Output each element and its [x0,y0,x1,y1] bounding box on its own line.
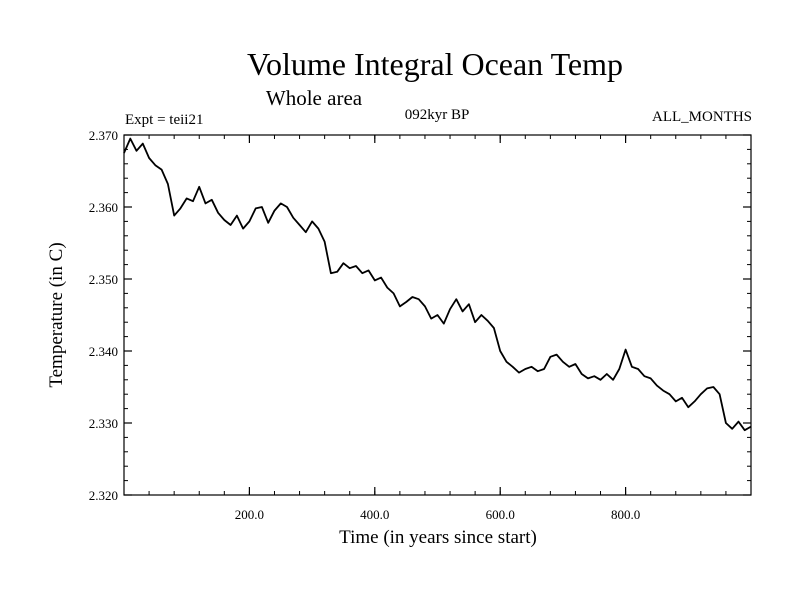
x-axis: 200.0 400.0 600.0 800.0 [235,135,640,522]
chart-subtitle: Whole area [266,86,363,110]
y-tick-label: 2.320 [89,488,118,503]
x-tick-label: 800.0 [611,507,640,522]
chart-title: Volume Integral Ocean Temp [247,46,623,82]
y-tick-label: 2.330 [89,416,118,431]
x-axis-label: Time (in years since start) [339,527,537,548]
plot-frame [123,134,752,496]
y-tick-label: 2.360 [89,200,118,215]
x-tick-label: 400.0 [360,507,389,522]
x-tick-label: 200.0 [235,507,264,522]
months-label: ALL_MONTHS [652,109,752,125]
y-tick-label: 2.350 [89,272,118,287]
period-label: 092kyr BP [405,107,470,123]
y-tick-label: 2.370 [89,128,118,143]
y-axis: 2.320 2.330 2.340 2.350 2.360 2.370 [89,128,751,503]
series-line-temperature [123,137,752,432]
y-tick-label: 2.340 [89,344,118,359]
experiment-label: Expt = teii21 [125,112,203,128]
plot-area: 200.0 400.0 600.0 800.0 2.320 2.330 2.340 2.35… [89,128,752,522]
x-tick-label: 600.0 [486,507,515,522]
y-axis-label: Temperature (in C) [46,242,67,387]
